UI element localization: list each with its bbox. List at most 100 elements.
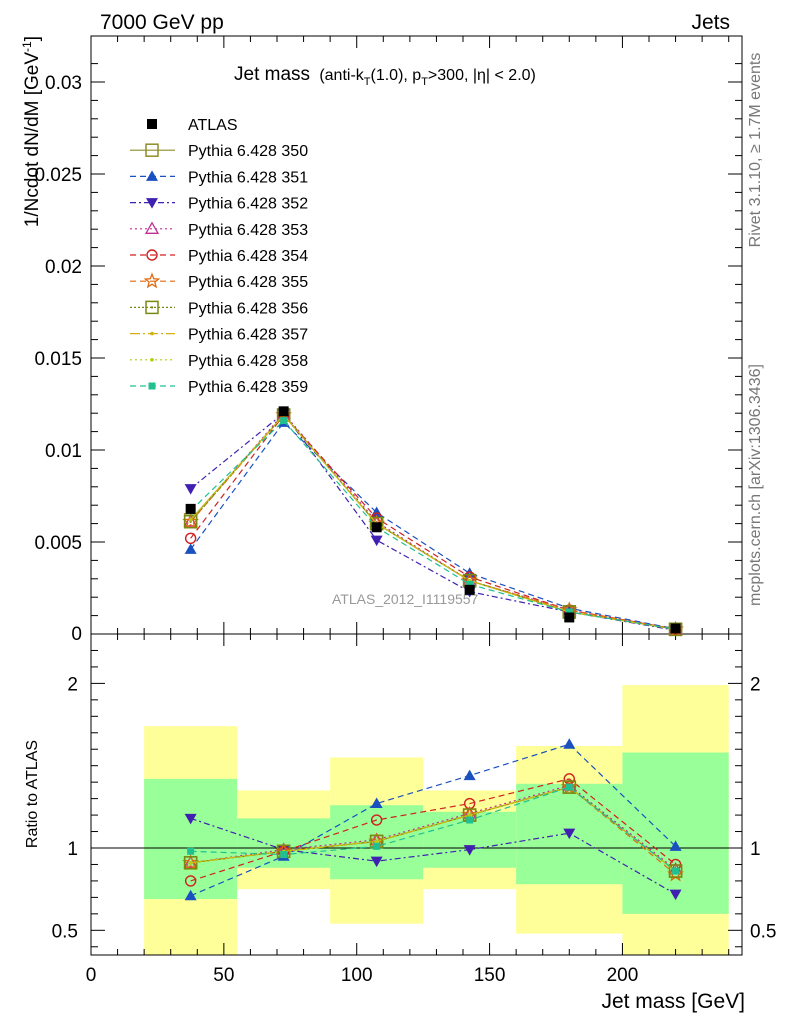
data-point-atlas xyxy=(371,522,382,533)
top-y-zero-label: 0 xyxy=(71,624,82,645)
legend-marker-pythia-6-428-357 xyxy=(150,331,154,336)
series-layer xyxy=(182,405,684,901)
series-line-pythia-6-428-351 xyxy=(190,421,676,630)
legend-marker-pythia-6-428-354 xyxy=(146,249,158,261)
ratio-line-pythia-6-428-358 xyxy=(190,786,676,872)
ratio-point-pythia-6-428-351 xyxy=(463,769,476,781)
ratio-point-pythia-6-428-354 xyxy=(370,814,383,826)
top-ylabel-close: ] xyxy=(22,36,43,41)
ratio-point-pythia-6-428-359 xyxy=(672,867,680,875)
legend-marker-pythia-6-428-358 xyxy=(150,358,154,362)
legend-marker-pythia-6-428-356 xyxy=(145,300,159,315)
top-y-tick-label: 0.015 xyxy=(34,349,82,370)
legend-label-pythia-6-428-354: Pythia 6.428 354 xyxy=(188,248,308,265)
ratio-point-pythia-6-428-359 xyxy=(565,783,573,791)
ratio-y-tick-label-right: 2 xyxy=(750,674,761,695)
ratio-point-pythia-6-428-351 xyxy=(563,738,576,749)
ratio-point-pythia-6-428-352 xyxy=(463,845,476,856)
legend-marker-atlas xyxy=(147,119,157,129)
ratio-line-pythia-6-428-353 xyxy=(190,784,676,870)
ratio-point-pythia-6-428-351 xyxy=(184,889,197,901)
series-line-pythia-6-428-355 xyxy=(190,414,676,630)
series-point-pythia-6-428-351 xyxy=(184,543,197,554)
top-y-tick-label: 0.01 xyxy=(45,441,82,462)
ratio-y-tick-label: 2 xyxy=(67,674,78,695)
ratio-bands xyxy=(144,685,729,955)
ratio-y-tick-label-right: 0.5 xyxy=(750,921,776,942)
ratio-point-pythia-6-428-358 xyxy=(374,839,379,844)
legend-marker-pythia-6-428-353 xyxy=(144,221,160,234)
data-point-atlas xyxy=(185,503,196,514)
top-ylabel-text: 1/Ncdot dN/dM [GeV xyxy=(22,52,43,228)
watermark: ATLAS_2012_I1119557 xyxy=(332,591,479,607)
ratio-band-green xyxy=(144,778,238,900)
legend: ATLAS Pythia 6.428 350 Pythia 6.428 351 Pyt… xyxy=(130,117,308,396)
top-y-tick-label: 0.025 xyxy=(34,165,82,186)
ratio-point-pythia-6-428-351 xyxy=(669,840,682,851)
data-point-atlas xyxy=(464,584,475,595)
title-main: Jet mass xyxy=(234,64,310,85)
ratio-line-pythia-6-428-354 xyxy=(190,778,676,882)
series-line-pythia-6-428-358 xyxy=(190,414,676,630)
x-tick-label: 150 xyxy=(474,965,506,986)
top-y-tick-label: 0.03 xyxy=(45,73,82,94)
x-axis-label: Jet mass [GeV] xyxy=(601,990,745,1013)
series-point-pythia-6-428-352 xyxy=(370,535,383,547)
mcplots-label: mcplots.cern.ch [arXiv:1306.3436] xyxy=(747,364,764,606)
axes-frames: 0 50 100 150 200 0.005 0.01 0.015 0.02 0.025 0.03 0… xyxy=(34,35,776,986)
legend-label-pythia-6-428-351: Pythia 6.428 351 xyxy=(188,169,308,186)
series-point-pythia-6-428-355 xyxy=(182,512,200,529)
ratio-frame xyxy=(90,633,743,956)
ratio-point-pythia-6-428-351 xyxy=(370,797,383,809)
legend-marker-pythia-6-428-352 xyxy=(146,198,158,209)
ratio-ylabel: Ratio to ATLAS xyxy=(24,740,41,848)
series-point-pythia-6-428-359 xyxy=(565,608,573,616)
series-point-pythia-6-428-359 xyxy=(280,417,288,425)
title-sub-t1: T xyxy=(364,76,371,88)
ratio-line-pythia-6-428-352 xyxy=(190,817,676,895)
ratio-point-pythia-6-428-359 xyxy=(280,851,288,859)
ratio-point-pythia-6-428-359 xyxy=(373,842,381,850)
ratio-point-pythia-6-428-358 xyxy=(467,813,472,817)
legend-marker-pythia-6-428-359 xyxy=(148,382,156,390)
legend-label-atlas: ATLAS xyxy=(188,117,238,134)
top-ylabel: 1/Ncdot dN/dM [GeV-1] xyxy=(20,36,43,227)
ratio-point-pythia-6-428-358 xyxy=(188,861,193,865)
top-y-tick-label: 0.005 xyxy=(34,533,82,554)
ratio-band-green xyxy=(622,752,729,914)
series-point-pythia-6-428-359 xyxy=(466,580,474,588)
series-line-pythia-6-428-353 xyxy=(190,412,676,630)
header-right: Jets xyxy=(691,11,730,34)
legend-label-pythia-6-428-353: Pythia 6.428 353 xyxy=(188,222,308,239)
ratio-point-pythia-6-428-355 xyxy=(182,854,200,870)
ratio-y-tick-label: 1 xyxy=(67,839,78,860)
title-sub-post: >300, |η| < 2.0) xyxy=(428,67,536,84)
ratio-y-tick-label: 0.5 xyxy=(52,921,78,942)
series-point-pythia-6-428-353 xyxy=(183,514,198,527)
legend-marker-pythia-6-428-351 xyxy=(146,170,158,181)
ratio-y-tick-label-right: 1 xyxy=(750,839,761,860)
data-point-atlas xyxy=(278,406,289,417)
ratio-point-pythia-6-428-359 xyxy=(187,847,195,855)
legend-label-pythia-6-428-358: Pythia 6.428 358 xyxy=(188,353,308,370)
legend-label-pythia-6-428-350: Pythia 6.428 350 xyxy=(188,143,308,160)
header-left: 7000 GeV pp xyxy=(100,11,224,34)
ratio-line-pythia-6-428-351 xyxy=(190,743,676,897)
legend-label-pythia-6-428-357: Pythia 6.428 357 xyxy=(188,327,308,344)
series-line-pythia-6-428-359 xyxy=(190,419,676,630)
title-sub-t2: T xyxy=(421,76,428,88)
ratio-point-pythia-6-428-354 xyxy=(184,875,197,887)
series-line-pythia-6-428-352 xyxy=(190,412,676,631)
legend-label-pythia-6-428-355: Pythia 6.428 355 xyxy=(188,274,308,291)
rivet-label: Rivet 3.1.10, ≥ 1.7M events xyxy=(747,53,764,248)
title-sub-mid: (1.0), p xyxy=(371,67,422,84)
x-tick-label: 100 xyxy=(341,965,373,986)
series-point-pythia-6-428-358 xyxy=(188,518,193,522)
legend-label-pythia-6-428-352: Pythia 6.428 352 xyxy=(188,196,308,213)
x-tick-label: 0 xyxy=(86,965,97,986)
x-tick-label: 50 xyxy=(213,965,234,986)
legend-marker-pythia-6-428-350 xyxy=(145,143,159,157)
title-sub-pre: (anti-k xyxy=(319,67,364,84)
legend-label-pythia-6-428-359: Pythia 6.428 359 xyxy=(188,379,308,396)
